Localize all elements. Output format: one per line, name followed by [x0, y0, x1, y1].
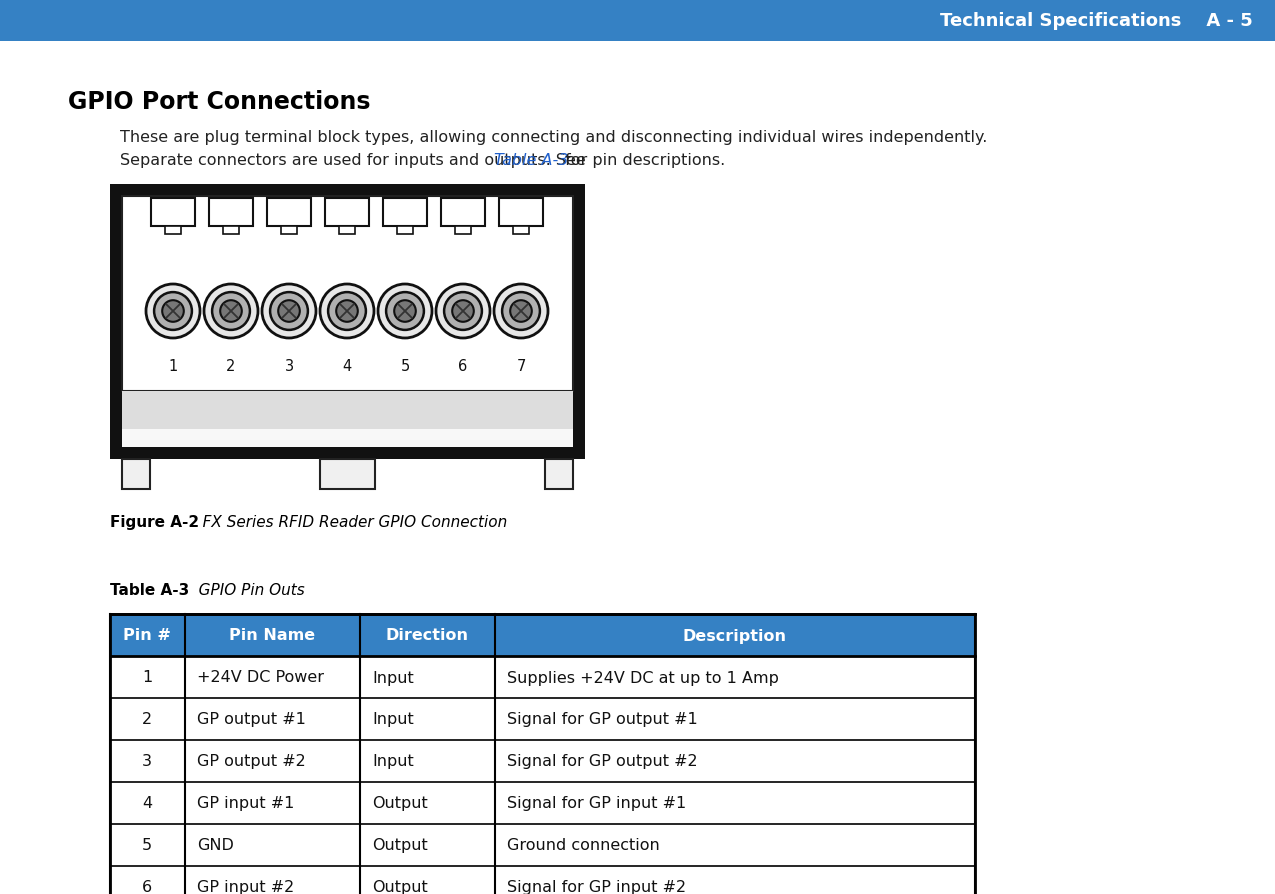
Text: GPIO Port Connections: GPIO Port Connections: [68, 90, 371, 114]
Bar: [110, 656, 975, 698]
Text: 3: 3: [284, 358, 293, 374]
Text: 1: 1: [142, 670, 152, 685]
Circle shape: [377, 284, 432, 339]
Text: 4: 4: [343, 358, 352, 374]
Text: Pin #: Pin #: [124, 628, 171, 643]
Circle shape: [261, 284, 316, 339]
Bar: [110, 185, 585, 197]
Text: Output: Output: [372, 796, 427, 811]
Bar: [150, 198, 195, 227]
Text: Signal for GP input #2: Signal for GP input #2: [507, 880, 686, 894]
Text: 6: 6: [142, 880, 152, 894]
Text: 3: 3: [142, 754, 152, 769]
Text: 5: 5: [400, 358, 409, 374]
Bar: [110, 185, 122, 460]
Text: 6: 6: [459, 358, 468, 374]
Bar: [122, 197, 572, 392]
Circle shape: [204, 284, 258, 339]
Text: Technical Specifications    A - 5: Technical Specifications A - 5: [940, 12, 1253, 30]
Text: GP input #2: GP input #2: [198, 880, 295, 894]
Bar: [110, 614, 975, 656]
Bar: [110, 614, 975, 894]
Text: These are plug terminal block types, allowing connecting and disconnecting indiv: These are plug terminal block types, all…: [120, 130, 987, 145]
Text: +24V DC Power: +24V DC Power: [198, 670, 324, 685]
Circle shape: [162, 301, 184, 323]
Bar: [209, 198, 252, 227]
Circle shape: [444, 292, 482, 331]
Circle shape: [212, 292, 250, 331]
Text: Output: Output: [372, 838, 427, 853]
Bar: [0, 0, 1275, 42]
Circle shape: [386, 292, 423, 331]
Text: GP output #1: GP output #1: [198, 712, 306, 727]
Bar: [572, 185, 585, 460]
Bar: [397, 227, 413, 235]
Text: Table A-3: Table A-3: [493, 153, 569, 168]
Text: Output: Output: [372, 880, 427, 894]
Bar: [110, 782, 975, 824]
Text: Input: Input: [372, 754, 414, 769]
Bar: [382, 198, 427, 227]
Circle shape: [154, 292, 193, 331]
Text: Table A-3: Table A-3: [110, 582, 189, 597]
Text: 2: 2: [142, 712, 152, 727]
Circle shape: [453, 301, 474, 323]
Text: 2: 2: [227, 358, 236, 374]
Circle shape: [328, 292, 366, 331]
Bar: [110, 448, 585, 460]
Circle shape: [278, 301, 300, 323]
Text: Figure A-2: Figure A-2: [110, 514, 199, 529]
Bar: [544, 460, 572, 489]
Circle shape: [394, 301, 416, 323]
Text: Direction: Direction: [385, 628, 468, 643]
Text: Ground connection: Ground connection: [507, 838, 659, 853]
Text: 1: 1: [168, 358, 177, 374]
Text: GP output #2: GP output #2: [198, 754, 306, 769]
Text: 4: 4: [142, 796, 152, 811]
Bar: [164, 227, 181, 235]
Circle shape: [270, 292, 307, 331]
Bar: [110, 824, 975, 866]
Text: Separate connectors are used for inputs and outputs. See: Separate connectors are used for inputs …: [120, 153, 590, 168]
Circle shape: [221, 301, 242, 323]
Bar: [320, 460, 375, 489]
Circle shape: [510, 301, 532, 323]
Text: Input: Input: [372, 712, 414, 727]
Circle shape: [493, 284, 548, 339]
Bar: [441, 198, 484, 227]
Circle shape: [147, 284, 200, 339]
Text: Supplies +24V DC at up to 1 Amp: Supplies +24V DC at up to 1 Amp: [507, 670, 779, 685]
Bar: [223, 227, 238, 235]
Bar: [339, 227, 354, 235]
Text: 5: 5: [142, 838, 152, 853]
Text: Input: Input: [372, 670, 414, 685]
Bar: [513, 227, 529, 235]
Bar: [110, 740, 975, 782]
Circle shape: [502, 292, 539, 331]
Text: GPIO Pin Outs: GPIO Pin Outs: [184, 582, 305, 597]
Circle shape: [337, 301, 358, 323]
Text: for pin descriptions.: for pin descriptions.: [560, 153, 725, 168]
Text: Pin Name: Pin Name: [230, 628, 315, 643]
Bar: [325, 198, 368, 227]
Text: GND: GND: [198, 838, 233, 853]
Text: Signal for GP input #1: Signal for GP input #1: [507, 796, 686, 811]
Text: 7: 7: [516, 358, 525, 374]
Bar: [455, 227, 470, 235]
Bar: [110, 866, 975, 894]
Bar: [266, 198, 311, 227]
Bar: [110, 698, 975, 740]
Bar: [499, 198, 543, 227]
Text: Signal for GP output #1: Signal for GP output #1: [507, 712, 697, 727]
Circle shape: [320, 284, 374, 339]
Bar: [122, 392, 572, 429]
Bar: [110, 185, 585, 460]
Text: Signal for GP output #2: Signal for GP output #2: [507, 754, 697, 769]
Circle shape: [436, 284, 490, 339]
Text: FX Series RFID Reader GPIO Connection: FX Series RFID Reader GPIO Connection: [187, 514, 507, 529]
Text: GP input #1: GP input #1: [198, 796, 295, 811]
Bar: [280, 227, 297, 235]
Bar: [122, 460, 150, 489]
Text: Description: Description: [683, 628, 787, 643]
